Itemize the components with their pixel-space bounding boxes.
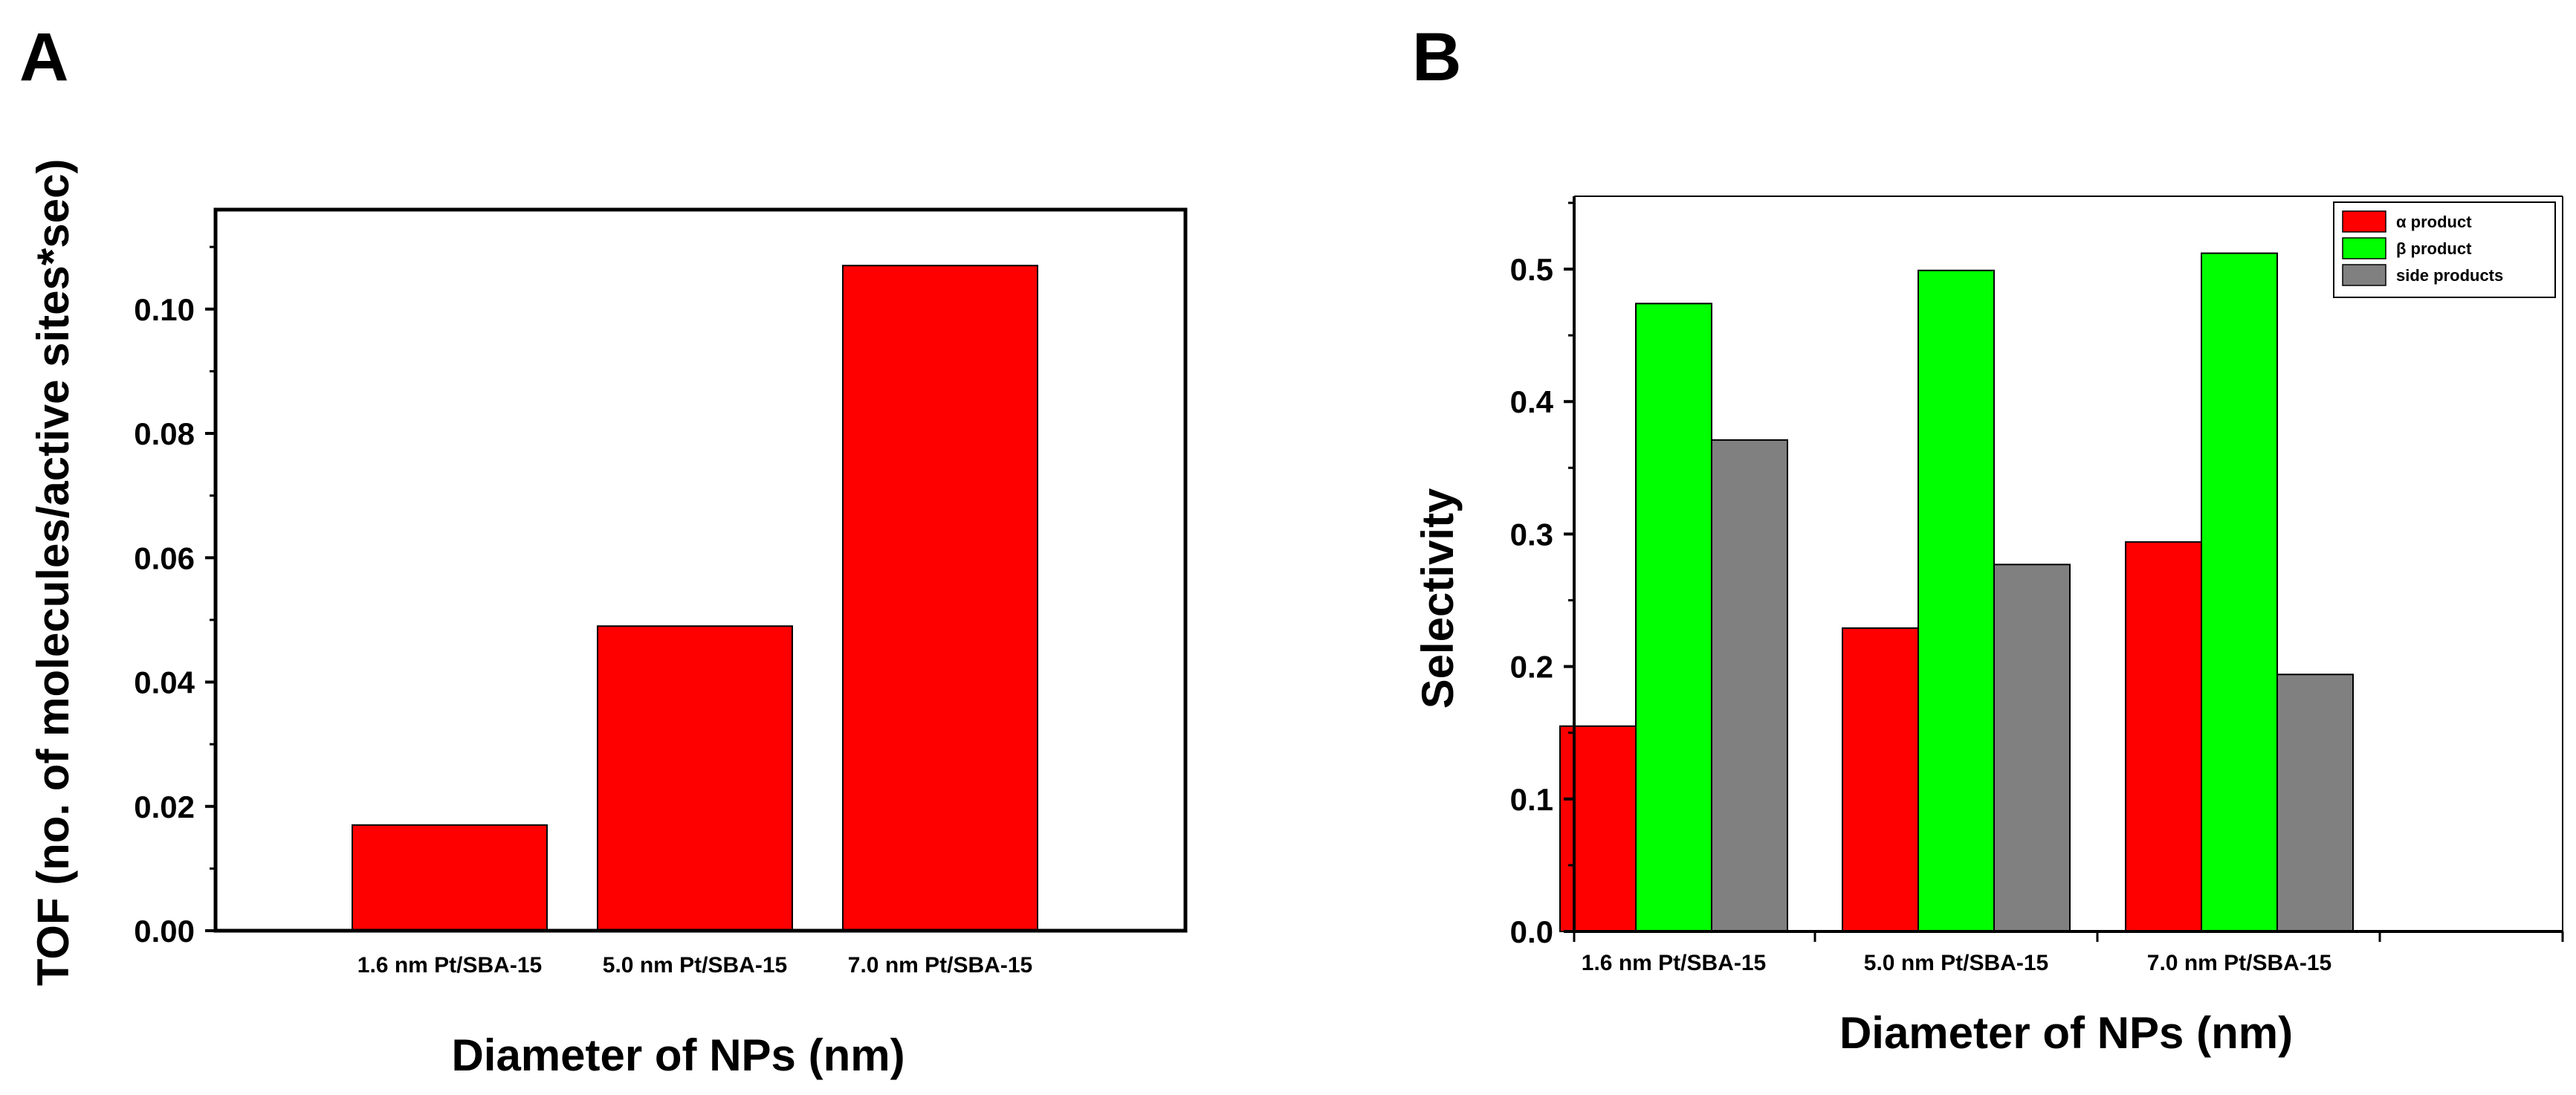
chart-b: 0.0 0.1 0.2 0.3 0.4 0.5 1.6 nm Pt/SBA-15 5.0 nm…	[1413, 196, 2564, 1058]
bar	[1559, 725, 1637, 932]
x-axis-label: Diameter of NPs (nm)	[451, 1030, 904, 1080]
bar	[597, 625, 793, 931]
legend-swatch	[2342, 210, 2386, 233]
legend-label: β product	[2396, 239, 2472, 258]
y-tick-label: 0.4	[1510, 384, 1554, 419]
legend-label: side products	[2396, 266, 2503, 285]
bar	[1842, 627, 1919, 933]
legend-label: α product	[2396, 213, 2472, 231]
x-category-label: 7.0 nm Pt/SBA-15	[2147, 951, 2331, 975]
y-tick-label: 0.10	[134, 292, 195, 327]
chart-a: 0.00 0.02 0.04 0.06 0.08 0.10 1.6 nm Pt/SBA-15…	[28, 159, 1188, 1080]
panel-a-letter: A	[19, 19, 68, 95]
y-tick-label: 0.08	[134, 416, 195, 451]
panel-b-letter: B	[1412, 19, 1461, 95]
legend-swatch	[2342, 237, 2386, 259]
x-category-label: 7.0 nm Pt/SBA-15	[848, 953, 1032, 978]
bar	[1635, 303, 1712, 933]
y-tick-label: 0.06	[134, 540, 195, 575]
y-tick-label: 0.04	[134, 665, 195, 700]
y-tick-label: 0.0	[1510, 914, 1553, 949]
plot-frame	[213, 207, 1188, 933]
y-tick-label: 0.5	[1510, 252, 1553, 287]
y-axis-label: Selectivity	[1413, 488, 1463, 708]
x-category-label: 1.6 nm Pt/SBA-15	[1582, 951, 1766, 975]
y-axis-label: TOF (no. of molecules/active sites*sec)	[28, 159, 78, 986]
y-tick-label: 0.02	[134, 789, 195, 824]
bar	[1918, 269, 1995, 932]
bar	[1711, 439, 1788, 932]
legend-swatch	[2342, 264, 2386, 286]
y-tick-label: 0.00	[134, 914, 195, 949]
bar	[2201, 252, 2278, 932]
x-axis-label: Diameter of NPs (nm)	[1839, 1008, 2293, 1058]
bar	[2125, 541, 2202, 932]
x-category-label: 5.0 nm Pt/SBA-15	[1864, 951, 2048, 975]
y-tick-label: 0.1	[1510, 782, 1553, 817]
bar	[352, 824, 548, 932]
bar	[2276, 674, 2354, 932]
bar	[842, 265, 1038, 931]
y-tick-label: 0.3	[1510, 517, 1553, 552]
y-tick-label: 0.2	[1510, 650, 1553, 685]
x-category-label: 5.0 nm Pt/SBA-15	[603, 953, 787, 978]
legend: α product β product side products	[2333, 201, 2556, 298]
x-category-label: 1.6 nm Pt/SBA-15	[357, 953, 542, 978]
bar	[1993, 563, 2071, 932]
